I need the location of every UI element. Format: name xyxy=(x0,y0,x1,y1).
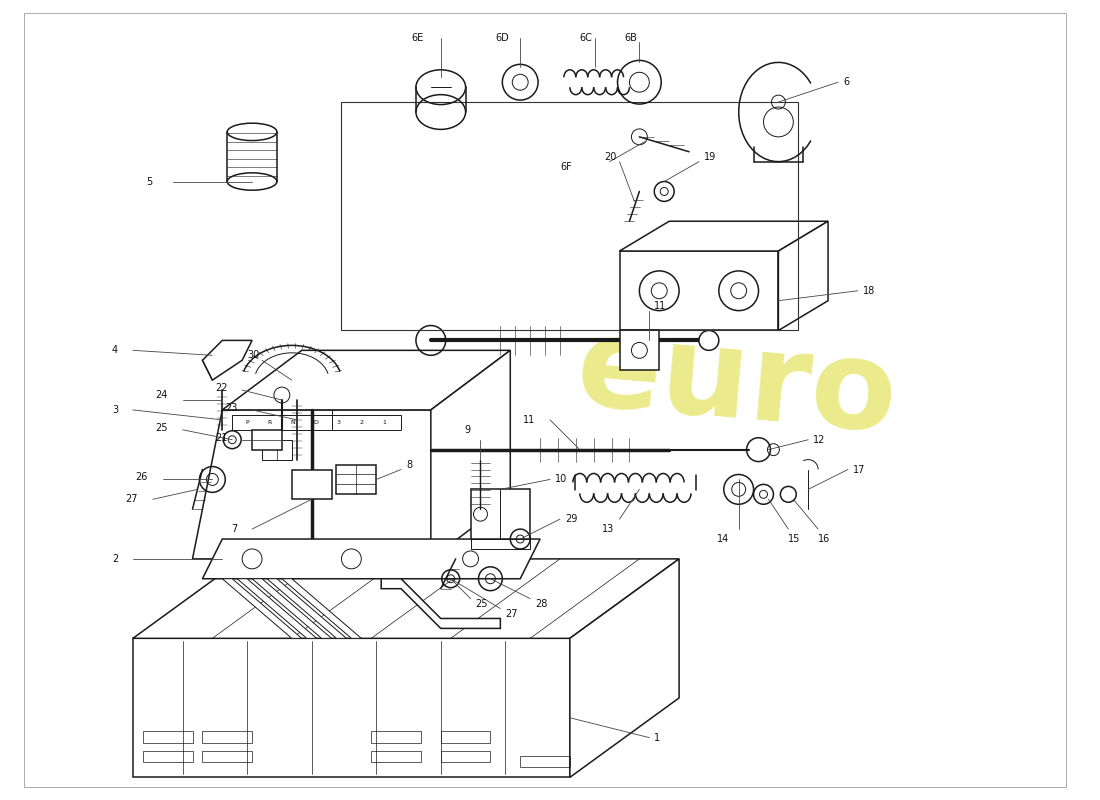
Polygon shape xyxy=(262,440,292,459)
Text: 6F: 6F xyxy=(560,162,572,172)
Text: 30: 30 xyxy=(248,350,260,360)
Text: 16: 16 xyxy=(818,534,830,544)
Text: 11: 11 xyxy=(522,415,535,425)
Text: 18: 18 xyxy=(862,286,876,296)
Polygon shape xyxy=(202,341,252,380)
Text: 2: 2 xyxy=(112,554,118,564)
Text: 6: 6 xyxy=(843,78,849,87)
Text: 6C: 6C xyxy=(580,33,593,42)
Polygon shape xyxy=(337,465,376,494)
Text: P: P xyxy=(245,420,249,425)
Text: 17: 17 xyxy=(852,465,866,474)
Polygon shape xyxy=(619,222,828,251)
Text: 25: 25 xyxy=(155,423,167,433)
Text: 3: 3 xyxy=(337,420,341,425)
Text: 27: 27 xyxy=(125,494,138,504)
Text: 14: 14 xyxy=(716,534,728,544)
Polygon shape xyxy=(570,559,679,778)
Text: 13: 13 xyxy=(603,524,615,534)
Text: a passion for parts since 1985: a passion for parts since 1985 xyxy=(277,531,635,586)
Text: 6B: 6B xyxy=(625,33,637,42)
Text: 1: 1 xyxy=(382,420,386,425)
Text: 15: 15 xyxy=(789,534,801,544)
Text: 4: 4 xyxy=(112,346,118,355)
Text: 28: 28 xyxy=(535,598,548,609)
Text: 22: 22 xyxy=(214,383,228,393)
Text: 10: 10 xyxy=(556,474,568,485)
Polygon shape xyxy=(431,350,510,559)
Polygon shape xyxy=(133,559,679,638)
Text: D: D xyxy=(314,420,318,425)
Polygon shape xyxy=(133,638,570,778)
Polygon shape xyxy=(292,470,331,499)
Text: 5: 5 xyxy=(146,177,153,186)
Text: 8: 8 xyxy=(406,459,412,470)
Polygon shape xyxy=(222,578,301,638)
Text: 12: 12 xyxy=(813,434,825,445)
Polygon shape xyxy=(619,251,779,330)
Polygon shape xyxy=(192,410,461,559)
Circle shape xyxy=(698,330,718,350)
Polygon shape xyxy=(779,222,828,330)
Text: 21: 21 xyxy=(214,433,228,442)
Polygon shape xyxy=(382,578,500,629)
Text: N: N xyxy=(290,420,295,425)
Polygon shape xyxy=(267,578,346,638)
Polygon shape xyxy=(252,578,331,638)
Text: 6E: 6E xyxy=(411,33,424,42)
Polygon shape xyxy=(238,578,317,638)
Text: 29: 29 xyxy=(565,514,578,524)
Text: 2: 2 xyxy=(360,420,363,425)
Text: 19: 19 xyxy=(704,152,716,162)
Text: 25: 25 xyxy=(475,598,488,609)
Polygon shape xyxy=(202,539,540,578)
Polygon shape xyxy=(252,430,282,450)
Text: R: R xyxy=(267,420,272,425)
Polygon shape xyxy=(471,490,530,539)
Text: 11: 11 xyxy=(654,301,667,310)
Text: 1: 1 xyxy=(654,733,660,742)
Text: 23: 23 xyxy=(224,403,238,413)
Text: 24: 24 xyxy=(155,390,167,400)
Text: 3: 3 xyxy=(112,405,118,415)
Text: 26: 26 xyxy=(135,473,147,482)
Polygon shape xyxy=(282,578,361,638)
Polygon shape xyxy=(232,415,402,430)
Text: 27: 27 xyxy=(505,609,518,618)
Text: 20: 20 xyxy=(605,152,617,162)
Polygon shape xyxy=(222,350,510,410)
Text: 9: 9 xyxy=(464,425,471,434)
Text: 7: 7 xyxy=(231,524,238,534)
Text: 6D: 6D xyxy=(495,33,509,42)
Polygon shape xyxy=(619,330,659,370)
Text: euro: euro xyxy=(572,310,902,458)
